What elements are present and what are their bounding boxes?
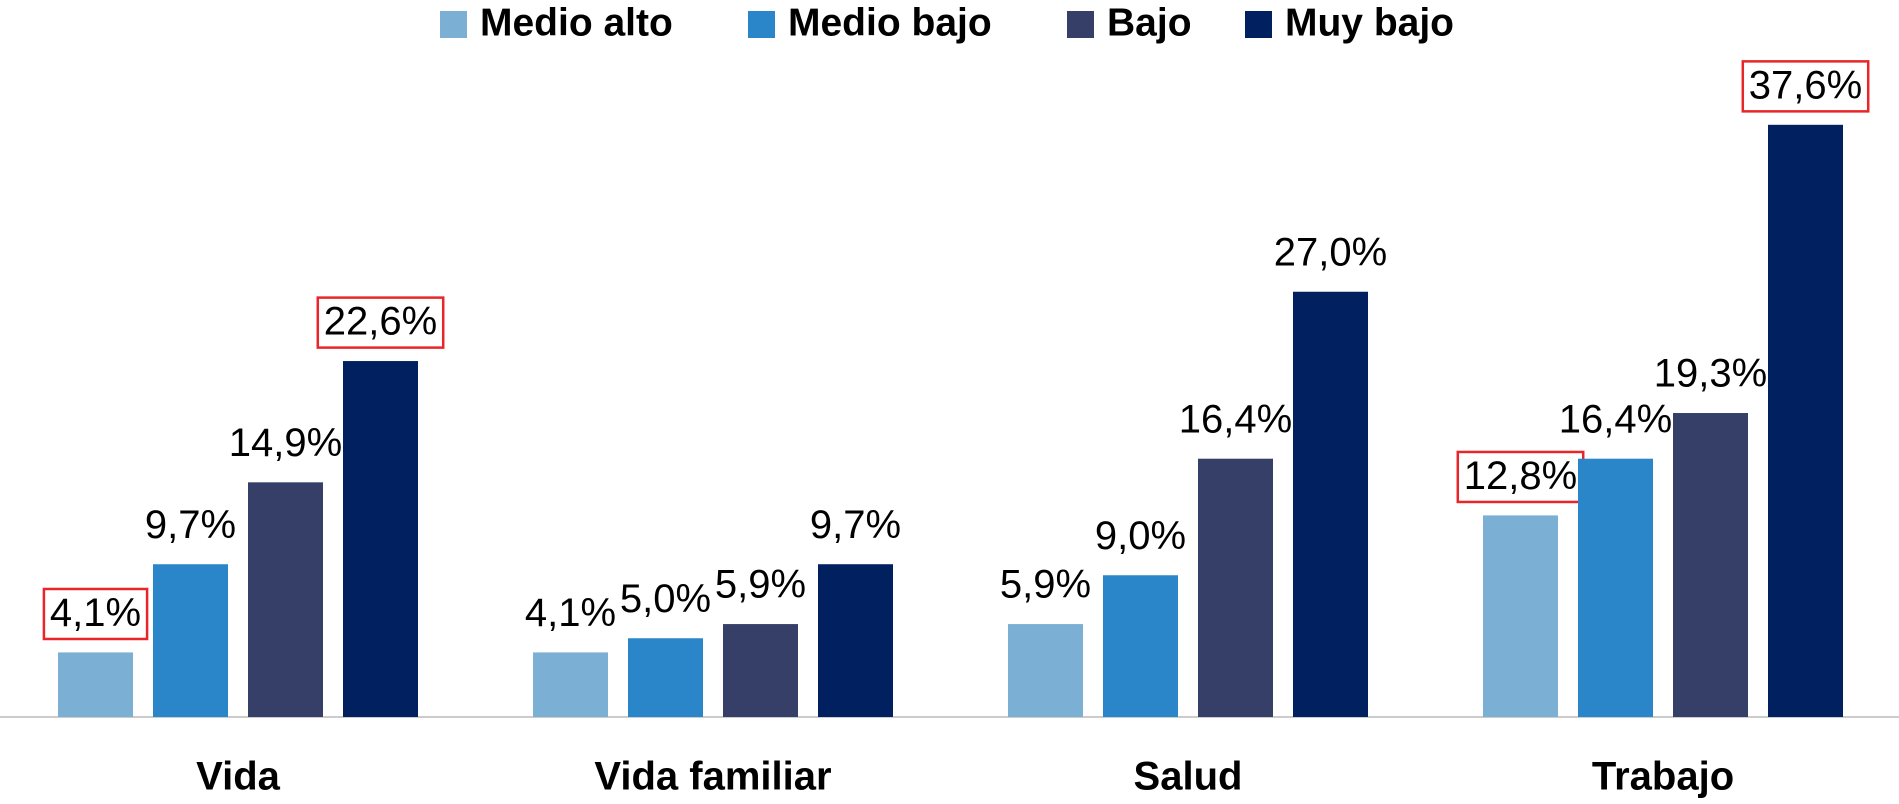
value-label: 5,0% [620,577,711,621]
value-label: 12,8% [1464,454,1577,498]
legend-label: Medio alto [480,1,673,44]
bar [248,482,323,717]
x-tick-label: Trabajo [1592,755,1734,799]
legend-label: Medio bajo [788,1,992,44]
x-tick-label: Salud [1134,755,1243,799]
value-label: 22,6% [324,300,437,344]
value-label: 14,9% [229,421,342,465]
bar [818,564,893,717]
bar [723,624,798,717]
value-label: 9,7% [810,503,901,547]
bar [1483,515,1558,717]
bar [628,638,703,717]
bar [1198,458,1273,717]
legend-label: Bajo [1107,1,1192,44]
bar [1578,458,1653,717]
value-label: 9,0% [1095,514,1186,558]
value-label: 5,9% [715,563,806,607]
legend-swatch [1067,11,1094,38]
x-tick-label: Vida [196,755,281,799]
bar [343,361,418,717]
value-label: 16,4% [1179,397,1292,441]
bar [533,652,608,717]
bar [1293,291,1368,717]
legend-swatch [1245,11,1272,38]
bar [1008,624,1083,717]
value-label: 9,7% [145,503,236,547]
legend-swatch [748,11,775,38]
bar [58,652,133,717]
bar [153,564,228,717]
value-label: 4,1% [525,591,616,635]
value-label: 37,6% [1749,63,1862,107]
highlight-box [316,296,445,349]
x-tick-label: Vida familiar [594,755,831,799]
bar [1103,575,1178,717]
legend-label: Muy bajo [1285,1,1454,44]
bar [1768,124,1843,718]
bar [1673,413,1748,717]
highlight-box [1741,60,1870,113]
highlight-box [42,587,149,641]
value-label: 5,9% [1000,563,1091,607]
value-label: 27,0% [1274,230,1387,274]
value-label: 16,4% [1559,397,1672,441]
value-label: 19,3% [1654,352,1767,396]
value-label: 4,1% [50,591,141,635]
legend-swatch [440,11,467,38]
